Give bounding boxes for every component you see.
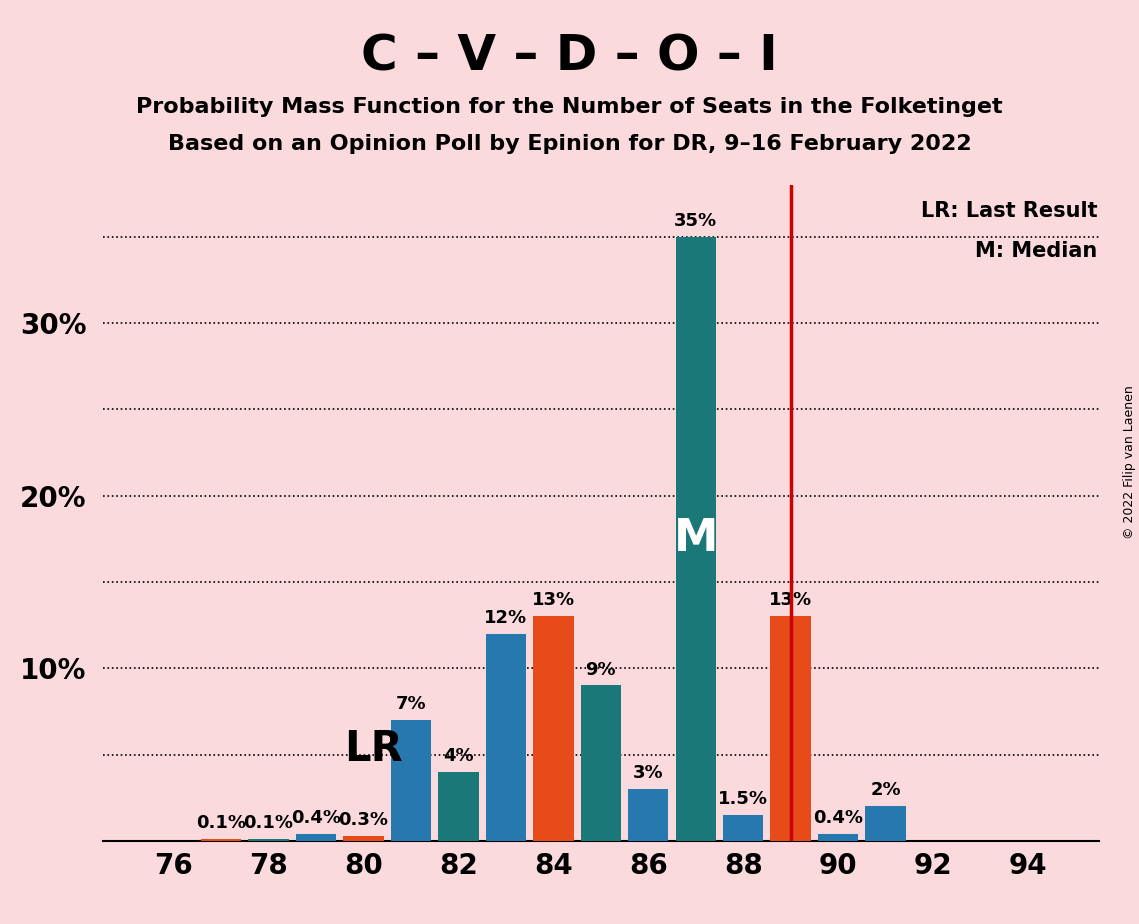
Text: Based on an Opinion Poll by Epinion for DR, 9–16 February 2022: Based on an Opinion Poll by Epinion for … (167, 134, 972, 154)
Text: Probability Mass Function for the Number of Seats in the Folketinget: Probability Mass Function for the Number… (137, 97, 1002, 117)
Text: C – V – D – O – I: C – V – D – O – I (361, 32, 778, 80)
Text: LR: Last Result: LR: Last Result (920, 201, 1097, 221)
Text: 0.4%: 0.4% (292, 809, 341, 827)
Text: 2%: 2% (870, 782, 901, 799)
Text: 1.5%: 1.5% (719, 790, 768, 808)
Text: M: M (673, 517, 718, 560)
Text: 0.1%: 0.1% (196, 814, 246, 833)
Bar (675, 237, 716, 841)
Bar (485, 634, 526, 841)
Text: LR: LR (344, 728, 402, 771)
Text: 4%: 4% (443, 747, 474, 765)
Bar (248, 839, 289, 841)
Text: 13%: 13% (769, 591, 812, 610)
Text: 35%: 35% (674, 212, 718, 230)
Bar (818, 834, 859, 841)
Bar (391, 720, 432, 841)
Text: © 2022 Filip van Laenen: © 2022 Filip van Laenen (1123, 385, 1136, 539)
Text: 12%: 12% (484, 609, 527, 626)
Bar (770, 616, 811, 841)
Bar (723, 815, 763, 841)
Text: 7%: 7% (395, 695, 426, 713)
Text: 3%: 3% (633, 764, 664, 782)
Text: 13%: 13% (532, 591, 575, 610)
Text: 0.4%: 0.4% (813, 809, 863, 827)
Bar (343, 835, 384, 841)
Text: M: Median: M: Median (975, 240, 1097, 261)
Bar (628, 789, 669, 841)
Text: 0.3%: 0.3% (338, 810, 388, 829)
Bar (866, 807, 906, 841)
Text: 9%: 9% (585, 661, 616, 678)
Bar (533, 616, 574, 841)
Text: 0.1%: 0.1% (244, 814, 294, 833)
Bar (439, 772, 478, 841)
Bar (200, 839, 241, 841)
Bar (296, 834, 336, 841)
Bar (581, 686, 621, 841)
